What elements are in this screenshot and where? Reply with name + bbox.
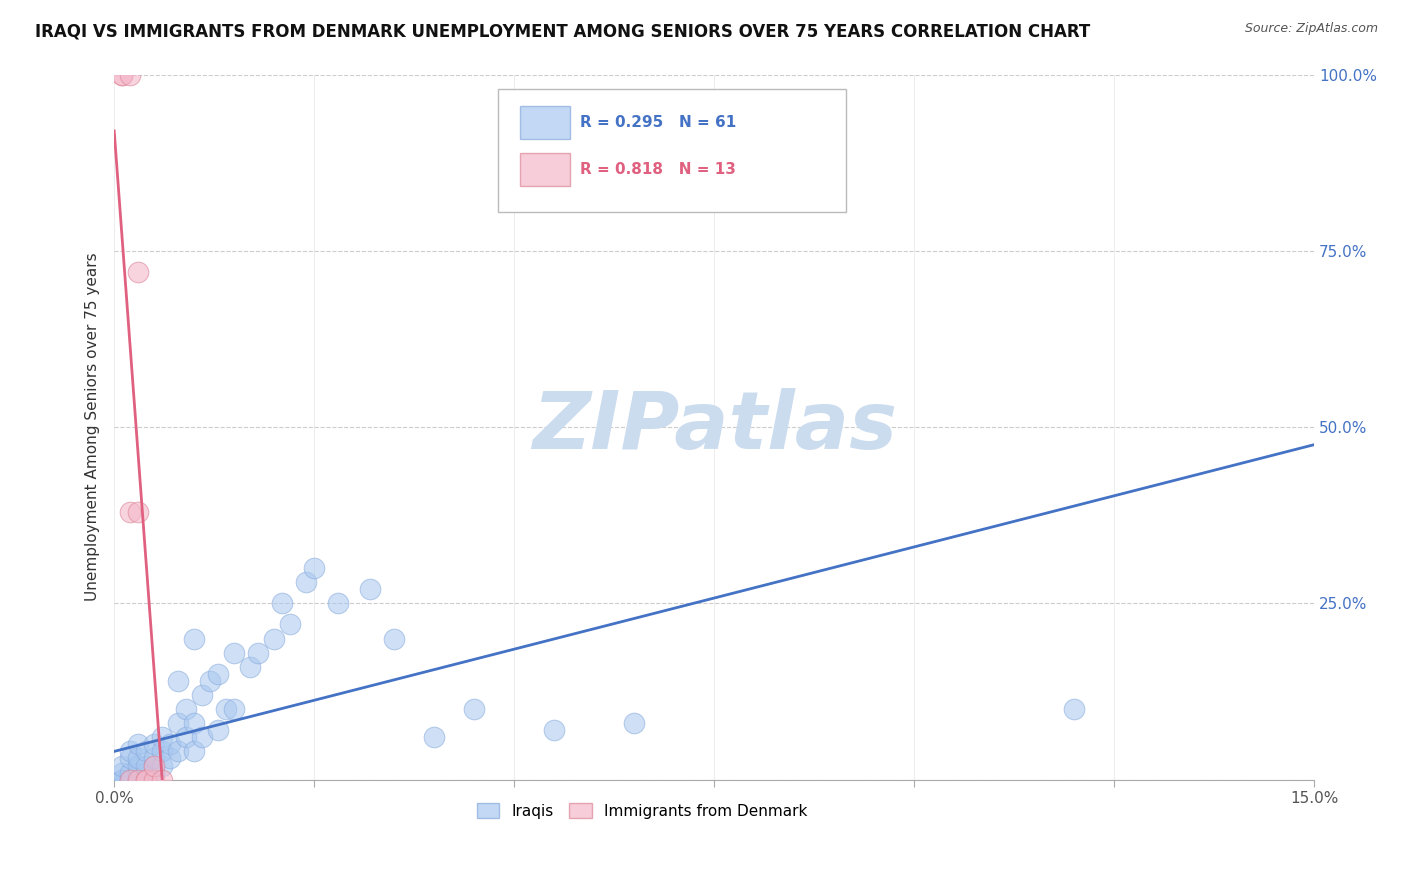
Point: [183, 716, 205, 731]
Text: R = 0.818   N = 13: R = 0.818 N = 13: [579, 162, 735, 178]
Point: [143, 758, 166, 772]
FancyBboxPatch shape: [520, 106, 571, 138]
Text: IRAQI VS IMMIGRANTS FROM DENMARK UNEMPLOYMENT AMONG SENIORS OVER 75 YEARS CORREL: IRAQI VS IMMIGRANTS FROM DENMARK UNEMPLO…: [35, 22, 1091, 40]
Point: [191, 688, 214, 702]
Point: [135, 765, 157, 780]
Point: [159, 737, 181, 751]
Point: [191, 731, 214, 745]
Point: [120, 772, 142, 787]
Point: [207, 723, 229, 738]
Point: [359, 582, 381, 597]
Point: [135, 744, 157, 758]
Point: [111, 772, 134, 787]
Point: [167, 744, 190, 758]
Point: [150, 772, 173, 787]
Point: [143, 737, 166, 751]
Point: [263, 632, 285, 646]
Point: [120, 505, 142, 519]
Point: [111, 765, 134, 780]
Point: [143, 751, 166, 765]
Point: [135, 758, 157, 772]
Point: [143, 765, 166, 780]
Point: [127, 265, 149, 279]
Point: [127, 758, 149, 772]
Point: [207, 666, 229, 681]
Point: [127, 505, 149, 519]
Point: [463, 702, 485, 716]
Point: [1063, 702, 1085, 716]
Point: [167, 716, 190, 731]
Point: [111, 772, 134, 787]
Point: [224, 646, 246, 660]
Point: [382, 632, 405, 646]
Point: [120, 772, 142, 787]
Point: [150, 744, 173, 758]
Point: [127, 737, 149, 751]
Point: [423, 731, 446, 745]
Point: [198, 673, 221, 688]
Point: [183, 744, 205, 758]
Text: R = 0.295   N = 61: R = 0.295 N = 61: [579, 115, 735, 130]
Point: [135, 772, 157, 787]
Point: [543, 723, 565, 738]
Point: [111, 772, 134, 787]
Point: [120, 68, 142, 82]
Point: [127, 765, 149, 780]
Point: [328, 596, 350, 610]
Point: [271, 596, 294, 610]
Point: [120, 751, 142, 765]
Point: [239, 660, 262, 674]
Point: [127, 772, 149, 787]
Point: [111, 772, 134, 787]
Legend: Iraqis, Immigrants from Denmark: Iraqis, Immigrants from Denmark: [471, 797, 814, 825]
Text: ZIPatlas: ZIPatlas: [531, 388, 897, 466]
Point: [111, 68, 134, 82]
Point: [135, 772, 157, 787]
Point: [127, 751, 149, 765]
Point: [295, 575, 318, 590]
Point: [127, 772, 149, 787]
Point: [120, 744, 142, 758]
Point: [159, 751, 181, 765]
Point: [127, 772, 149, 787]
Point: [143, 758, 166, 772]
Point: [135, 772, 157, 787]
Point: [623, 716, 645, 731]
Text: Source: ZipAtlas.com: Source: ZipAtlas.com: [1244, 22, 1378, 36]
Point: [111, 68, 134, 82]
Point: [215, 702, 238, 716]
Point: [120, 765, 142, 780]
FancyBboxPatch shape: [520, 153, 571, 186]
Point: [174, 702, 197, 716]
Point: [247, 646, 270, 660]
Point: [174, 731, 197, 745]
Point: [143, 772, 166, 787]
Point: [278, 617, 301, 632]
Point: [150, 731, 173, 745]
Point: [183, 632, 205, 646]
Y-axis label: Unemployment Among Seniors over 75 years: Unemployment Among Seniors over 75 years: [86, 252, 100, 601]
FancyBboxPatch shape: [498, 88, 846, 212]
Point: [150, 758, 173, 772]
Point: [120, 772, 142, 787]
Point: [302, 561, 325, 575]
Point: [224, 702, 246, 716]
Point: [167, 673, 190, 688]
Point: [111, 758, 134, 772]
